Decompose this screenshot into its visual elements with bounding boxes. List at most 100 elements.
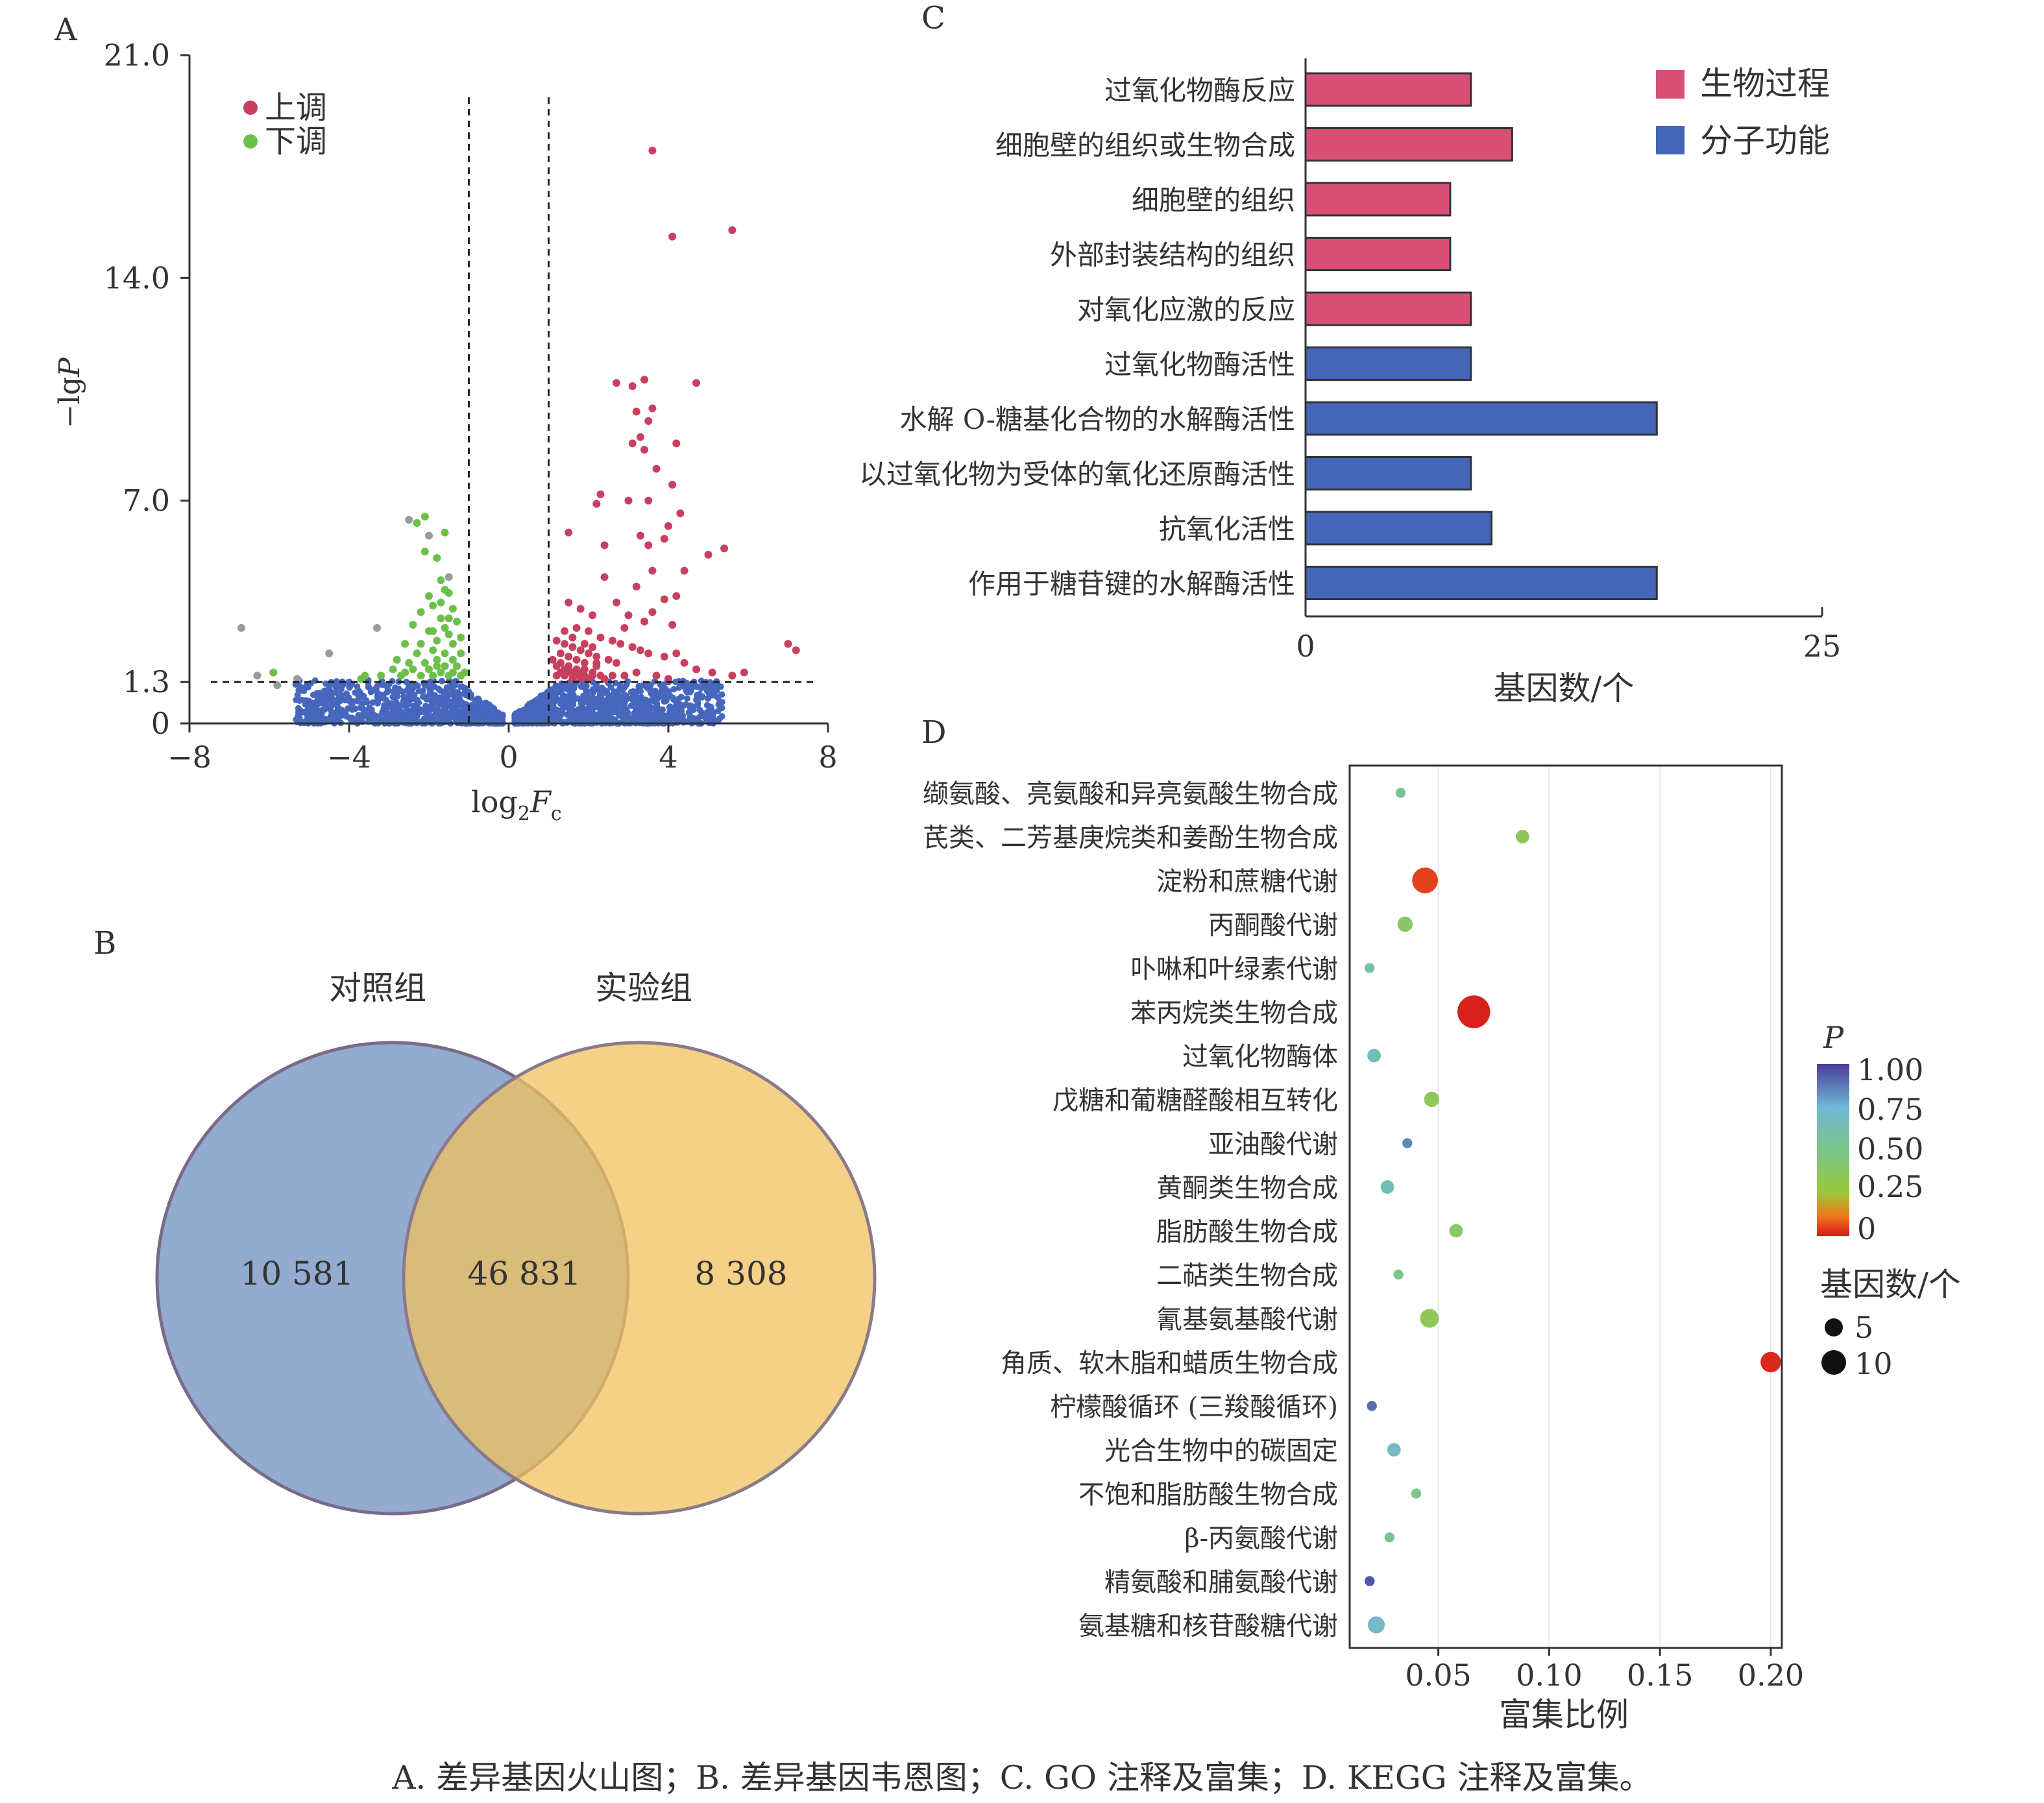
volcano-point-ns [565, 686, 572, 693]
volcano-point-ns [414, 699, 421, 706]
volcano-point-down [453, 662, 461, 670]
volcano-point-down [401, 640, 409, 648]
kegg-xtick-label: 0.10 [1516, 1658, 1582, 1693]
volcano-point-ns [707, 691, 714, 698]
volcano-point-ns [383, 699, 391, 707]
volcano-point-down [441, 528, 449, 537]
kegg-category-label: 光合生物中的碳固定 [1104, 1436, 1338, 1466]
volcano-point-down [448, 640, 457, 648]
volcano-point-down [401, 668, 409, 677]
go-category-label: 对氧化应激的反应 [1077, 294, 1295, 326]
kegg-category-label: β-丙氨酸代谢 [1184, 1524, 1338, 1554]
go-category-label: 作用于糖苷键的水解酶活性 [968, 568, 1295, 600]
volcano-point-ns [343, 713, 350, 720]
volcano-point-ns [665, 688, 672, 695]
volcano-point-up [676, 509, 685, 518]
kegg-category-label: 亚油酸代谢 [1208, 1130, 1338, 1159]
volcano-point-down [425, 592, 433, 600]
volcano-point-grey [273, 681, 282, 690]
volcano-point-ns [315, 697, 322, 704]
volcano-point-down [433, 662, 441, 670]
volcano-point-up [585, 649, 592, 658]
volcano-point-up [608, 636, 616, 645]
volcano-point-down [413, 519, 421, 527]
volcano-point-ns [646, 708, 653, 716]
venn-diagram: 对照组 实验组 10 581 46 831 8 308 [155, 969, 877, 1516]
volcano-point-ns [635, 710, 642, 718]
volcano-point-up [668, 232, 677, 241]
volcano-point-down [437, 614, 445, 623]
volcano-point-down [457, 672, 465, 680]
volcano-point-down [441, 623, 449, 632]
colorbar-tick-1: 1.00 [1857, 1052, 1923, 1087]
volcano-point-ns [640, 712, 647, 720]
go-bars: 过氧化物酶反应细胞壁的组织或生物合成细胞壁的组织外部封装结构的组织对氧化应激的反… [859, 58, 1841, 664]
volcano-point-ns [663, 712, 670, 720]
kegg-bubble [1367, 1401, 1377, 1411]
volcano-point-up [592, 653, 601, 660]
volcano-point-up [552, 662, 561, 670]
volcano-point-down [441, 662, 449, 670]
volcano-point-up [784, 640, 792, 648]
volcano-point-ns [535, 711, 542, 718]
volcano-point-down [409, 665, 417, 673]
volcano-point-up [568, 633, 577, 642]
go-bar [1304, 182, 1452, 217]
volcano-point-up [624, 496, 633, 505]
size-legend-10-label: 10 [1855, 1346, 1893, 1381]
volcano-xlabel: log2Fc [471, 784, 562, 825]
kegg-plot-frame [1348, 764, 1783, 1649]
volcano-point-up [640, 618, 649, 626]
volcano-point-ns [605, 692, 612, 699]
volcano-point-ns [558, 707, 565, 714]
volcano-point-ns [437, 709, 444, 716]
go-category-label: 以过氧化物为受体的氧化还原酶活性 [859, 459, 1295, 490]
volcano-points [237, 147, 800, 727]
volcano-point-up [616, 640, 625, 648]
colorbar-tick-075: 0.75 [1857, 1092, 1923, 1127]
colorbar-tick-050: 0.50 [1857, 1131, 1923, 1167]
volcano-point-up [668, 481, 677, 489]
volcano-point-up [740, 668, 748, 677]
volcano-point-ns [672, 679, 679, 686]
volcano-point-up [672, 592, 681, 600]
volcano-point-up [636, 433, 644, 441]
kegg-bubble [1411, 1488, 1422, 1499]
volcano-point-ns [354, 683, 361, 690]
volcano-point-up [632, 407, 640, 416]
volcano-point-ns [322, 692, 329, 699]
kegg-category-label: 精氨酸和脯氨酸代谢 [1104, 1567, 1338, 1597]
volcano-point-grey [373, 623, 382, 632]
volcano-plot: −8 −4 0 4 8 0 1.3 7.0 14.0 21.0 上调 下调 −lgP log2Fc [53, 38, 838, 825]
volcano-point-up [565, 653, 573, 660]
panel-letter-d: D [921, 714, 946, 751]
kegg-bubble [1365, 1576, 1375, 1586]
venn-only-a-value: 10 581 [241, 1255, 354, 1292]
volcano-point-ns [487, 716, 494, 723]
kegg-bubble-chart: 缬氨酸、亮氨酸和异亮氨酸生物合成芪类、二芳基庚烷类和姜酚生物合成淀粉和蔗糖代谢丙… [923, 764, 1961, 1734]
volcano-point-up [556, 649, 565, 658]
go-category-label: 细胞壁的组织或生物合成 [995, 130, 1295, 162]
kegg-bubble [1402, 1138, 1413, 1148]
volcano-point-ns [322, 680, 330, 687]
volcano-point-up [692, 379, 701, 387]
kegg-xlabel: 富集比例 [1499, 1696, 1629, 1734]
volcano-point-ns [338, 707, 345, 714]
kegg-bubble [1420, 1309, 1439, 1328]
venn-only-b-value: 8 308 [694, 1255, 787, 1292]
volcano-point-up [592, 500, 601, 508]
volcano-point-ns [696, 691, 703, 697]
go-bar [1304, 237, 1452, 271]
volcano-point-up [620, 623, 629, 632]
volcano-point-ns [597, 707, 604, 714]
legend-up-marker [243, 101, 258, 115]
volcano-point-ns [457, 697, 463, 704]
volcano-point-ns [575, 712, 582, 720]
volcano-ytick-label: 7.0 [123, 483, 170, 518]
volcano-point-ns [347, 682, 354, 689]
volcano-point-ns [372, 712, 379, 720]
volcano-point-down [429, 627, 437, 635]
volcano-point-ns [670, 686, 677, 693]
volcano-point-ns [674, 716, 681, 723]
kegg-category-label: 氰基氨基酸代谢 [1156, 1305, 1338, 1335]
